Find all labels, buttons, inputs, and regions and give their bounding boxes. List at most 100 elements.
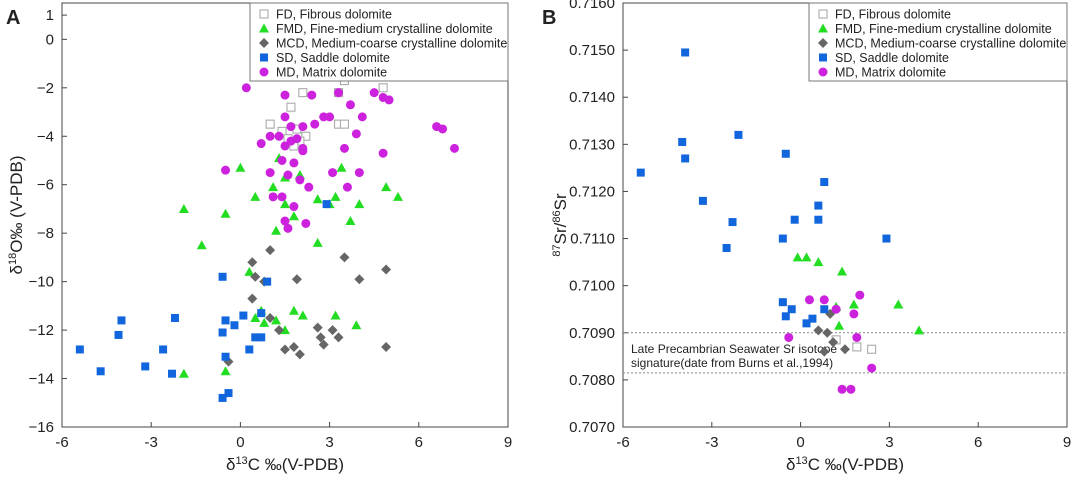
point-md (369, 88, 379, 98)
point-md (292, 134, 302, 144)
y-tick-label: −16 (29, 419, 54, 436)
point-fmd (392, 191, 403, 201)
y-tick-label: −8 (37, 225, 54, 242)
point-sd (728, 218, 737, 227)
point-md (280, 216, 290, 226)
point-fmd (220, 366, 231, 376)
legend-marker-sd (819, 53, 827, 62)
point-mcd (327, 325, 338, 336)
panel-b-annotation-line-1: Late Precambrian Seawater Sr isotope (631, 342, 837, 356)
legend-marker-fd (818, 9, 828, 19)
point-fd (378, 83, 388, 93)
point-fmd (250, 191, 261, 201)
point-fd (301, 131, 311, 141)
point-sd (117, 316, 126, 325)
point-fmd (250, 312, 261, 322)
point-fmd (288, 211, 299, 221)
point-fmd (312, 237, 323, 247)
point-fd (852, 342, 862, 352)
point-md (280, 112, 290, 122)
point-fmd (288, 305, 299, 315)
legend-box (808, 2, 1068, 82)
point-fmd (354, 199, 365, 209)
point-sd (245, 345, 254, 354)
point-mcd (291, 274, 302, 285)
point-sd (681, 154, 690, 163)
legend-box (249, 2, 509, 82)
point-fmd (196, 240, 207, 250)
point-sd (159, 345, 168, 354)
point-md (449, 143, 459, 153)
point-fmd (351, 320, 362, 330)
point-sd (114, 330, 123, 339)
point-fmd (330, 191, 341, 201)
point-mcd (312, 322, 323, 333)
point-fmd (893, 299, 904, 309)
y-tick-label: 0.7160 (569, 0, 615, 12)
x-tick-label: 0 (796, 434, 804, 451)
point-md (378, 148, 388, 158)
point-md (310, 119, 320, 129)
point-fmd (834, 320, 845, 330)
point-md (867, 363, 877, 373)
y-tick-label: −6 (37, 177, 54, 194)
x-tick-label: 6 (415, 434, 423, 451)
point-md (345, 100, 355, 110)
y-tick-label: −10 (29, 274, 54, 291)
legend-label-sd: SD, Saddle dolomite (835, 51, 949, 65)
point-md (221, 165, 231, 175)
point-fmd (336, 162, 347, 172)
point-mcd (828, 337, 839, 348)
panel-b-y-axis-label: 87Sr/86Sr (551, 193, 570, 257)
y-tick-label: −14 (29, 371, 54, 388)
point-fmd (297, 310, 308, 320)
point-sd (820, 178, 829, 187)
point-md (852, 332, 862, 342)
legend-marker-fmd (818, 23, 828, 33)
point-md (265, 131, 275, 141)
point-sd (681, 48, 690, 57)
point-md (357, 112, 367, 122)
point-mcd (333, 332, 344, 343)
point-sd (802, 319, 811, 328)
x-tick-label: -6 (55, 434, 68, 451)
point-md (354, 168, 364, 178)
point-mcd (354, 274, 365, 285)
point-fmd (381, 182, 392, 192)
point-fmd (848, 299, 859, 309)
point-sd (251, 333, 260, 342)
point-md (819, 295, 829, 305)
point-md (804, 295, 814, 305)
point-sd (168, 369, 177, 378)
point-md (849, 309, 859, 319)
point-md (831, 304, 841, 314)
point-sd (218, 272, 227, 281)
panel-b-points (636, 48, 924, 394)
point-fmd (312, 194, 323, 204)
panel-a-y-ticks: 1 0 −2 −4 −6 −8 −10 −12 −14 −16 (29, 7, 67, 436)
point-mcd (250, 271, 261, 282)
point-md (301, 218, 311, 228)
point-sd (263, 277, 272, 286)
legend-label-md: MD, Matrix dolomite (835, 66, 946, 80)
x-tick-label: 3 (325, 434, 333, 451)
point-sd (221, 316, 230, 325)
point-mcd (315, 332, 326, 343)
x-tick-label: 6 (974, 434, 982, 451)
point-fd (339, 119, 350, 129)
legend-label-mcd: MCD, Medium-coarse crystalline dolomite (276, 37, 507, 51)
point-fmd (792, 252, 803, 262)
point-mcd (339, 252, 350, 263)
point-sd (322, 200, 331, 209)
point-mcd (318, 339, 329, 350)
point-mcd (813, 325, 824, 336)
point-sd (678, 137, 687, 146)
point-md (241, 83, 251, 93)
point-md (298, 143, 308, 153)
point-md (298, 122, 308, 132)
point-fd (286, 102, 296, 112)
point-md (256, 139, 266, 149)
point-mcd (265, 245, 276, 256)
